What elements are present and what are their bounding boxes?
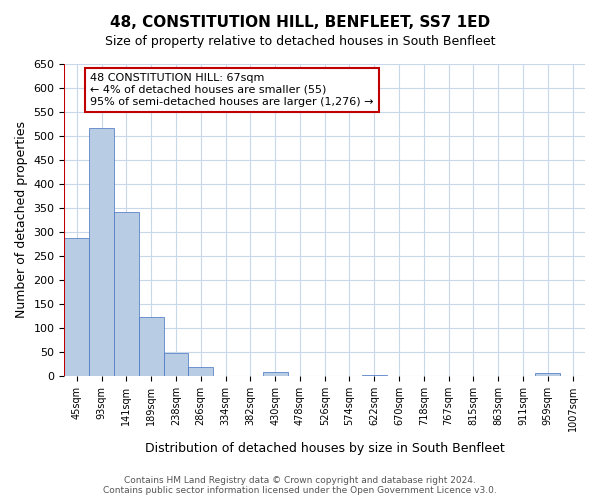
Bar: [114, 212, 139, 376]
Y-axis label: Number of detached properties: Number of detached properties: [15, 122, 28, 318]
Bar: [89, 128, 114, 376]
Text: 48, CONSTITUTION HILL, BENFLEET, SS7 1ED: 48, CONSTITUTION HILL, BENFLEET, SS7 1ED: [110, 15, 490, 30]
Bar: [535, 374, 560, 376]
Text: Contains HM Land Registry data © Crown copyright and database right 2024.
Contai: Contains HM Land Registry data © Crown c…: [103, 476, 497, 495]
Bar: [188, 366, 213, 376]
Bar: [139, 318, 164, 376]
Bar: [64, 238, 89, 376]
Text: Size of property relative to detached houses in South Benfleet: Size of property relative to detached ho…: [105, 35, 495, 48]
Bar: [263, 372, 287, 376]
X-axis label: Distribution of detached houses by size in South Benfleet: Distribution of detached houses by size …: [145, 442, 505, 455]
Bar: [164, 353, 188, 376]
Bar: [362, 375, 386, 376]
Text: 48 CONSTITUTION HILL: 67sqm
← 4% of detached houses are smaller (55)
95% of semi: 48 CONSTITUTION HILL: 67sqm ← 4% of deta…: [91, 74, 374, 106]
